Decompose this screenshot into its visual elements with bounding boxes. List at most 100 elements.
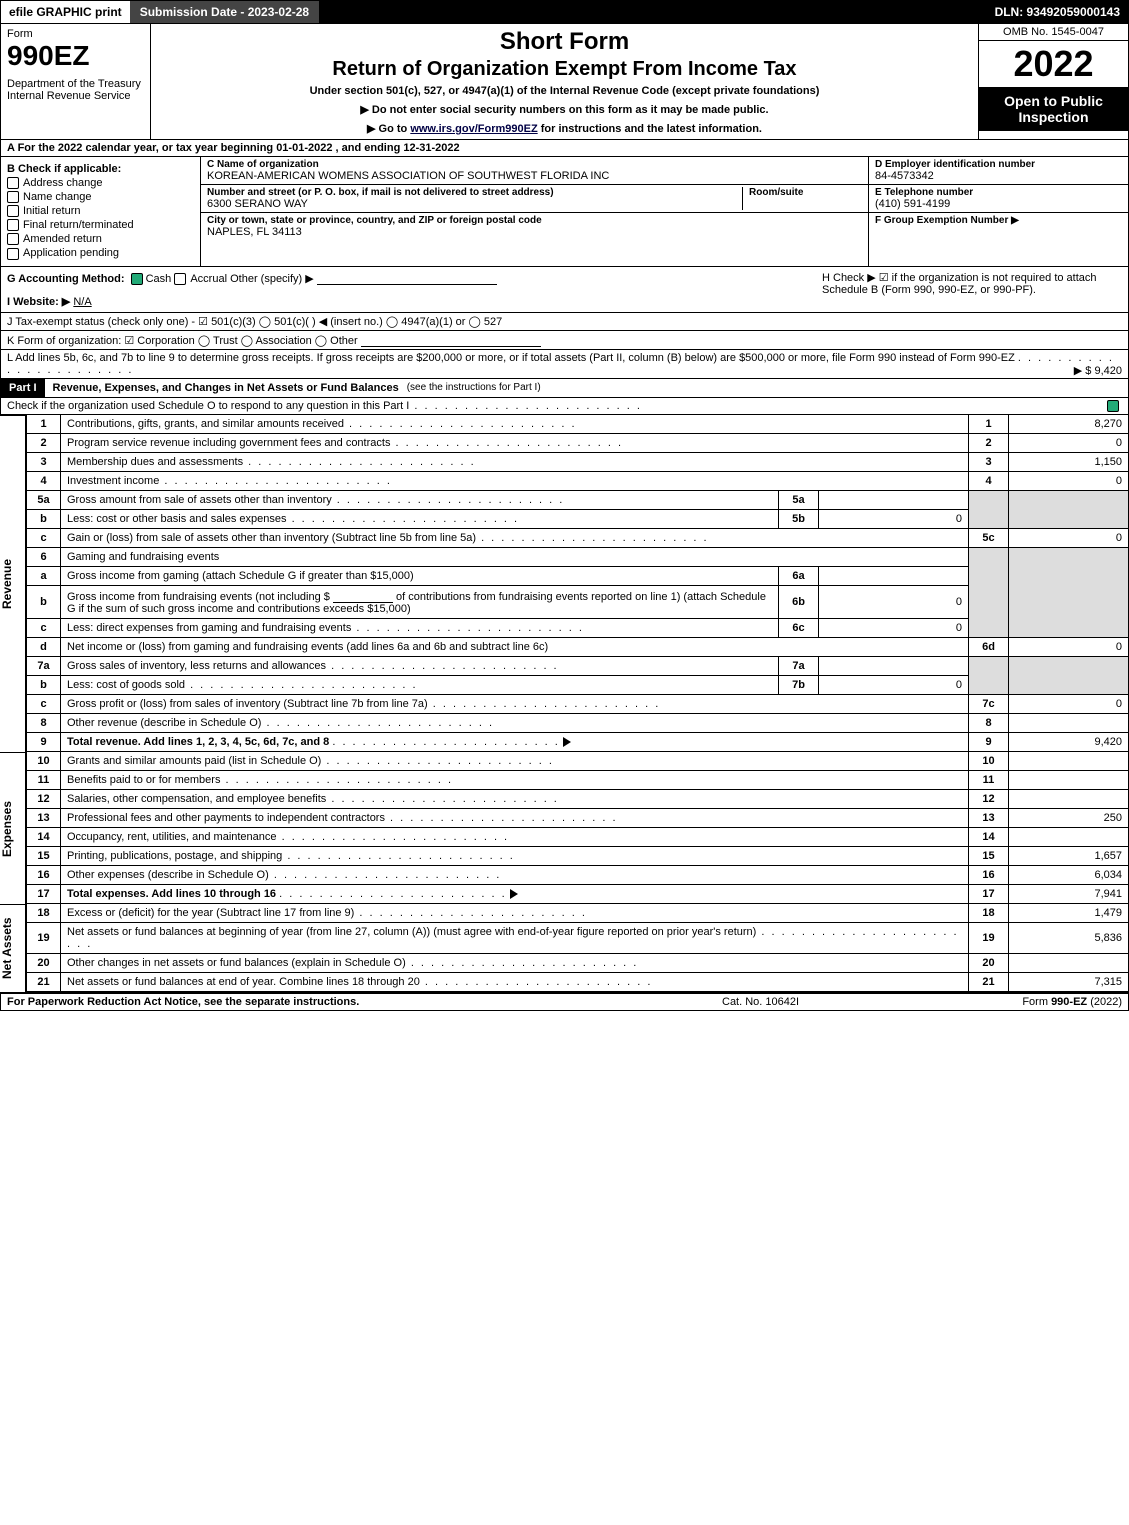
footer-right-bold: 990-EZ — [1051, 996, 1087, 1008]
line-17-desc-text: Total expenses. Add lines 10 through 16 — [67, 888, 276, 900]
note-link-pre: ▶ Go to — [367, 123, 410, 135]
line-2-desc: Program service revenue including govern… — [61, 433, 969, 452]
line-15-desc: Printing, publications, postage, and shi… — [61, 846, 969, 865]
line-5c-rnum: 5c — [969, 528, 1009, 547]
e-lbl: E Telephone number — [875, 187, 1122, 198]
b-label: B Check if applicable: — [7, 163, 194, 175]
chk-final-return[interactable] — [7, 219, 19, 231]
submission-date: Submission Date - 2023-02-28 — [130, 1, 319, 23]
b-item-2: Initial return — [23, 205, 80, 217]
line-6d-desc: Net income or (loss) from gaming and fun… — [61, 637, 969, 656]
line-7a-mid: 7a — [779, 656, 819, 675]
line-5a-midval — [819, 490, 969, 509]
netassets-side-label: Net Assets — [0, 904, 26, 992]
netassets-table: 18Excess or (deficit) for the year (Subt… — [26, 904, 1129, 992]
line-9-desc: Total revenue. Add lines 1, 2, 3, 4, 5c,… — [61, 732, 969, 751]
g-label: G Accounting Method: — [7, 272, 125, 284]
line-6c-mid: 6c — [779, 618, 819, 637]
footer-right-post: (2022) — [1087, 996, 1122, 1008]
efile-label[interactable]: efile GRAPHIC print — [1, 1, 130, 23]
line-12-rnum: 12 — [969, 789, 1009, 808]
g-other-blank[interactable] — [317, 271, 497, 285]
line-6b-pre: Gross income from fundraising events (no… — [67, 591, 333, 603]
line-7b-desc: Less: cost of goods sold — [61, 675, 779, 694]
line-6b-blank[interactable] — [333, 589, 393, 603]
line-17-desc: Total expenses. Add lines 10 through 16 — [61, 884, 969, 903]
line-7a-desc: Gross sales of inventory, less returns a… — [61, 656, 779, 675]
k-line: K Form of organization: ☑ Corporation ◯ … — [0, 331, 1129, 350]
line-14-desc: Occupancy, rent, utilities, and maintena… — [61, 827, 969, 846]
line-7c-rnum: 7c — [969, 694, 1009, 713]
line-12-rval — [1009, 789, 1129, 808]
line-19-rnum: 19 — [969, 922, 1009, 953]
line-9-rval: 9,420 — [1009, 732, 1129, 751]
g-other: Other (specify) ▶ — [230, 272, 314, 284]
expenses-table: 10Grants and similar amounts paid (list … — [26, 752, 1129, 904]
title-short-form: Short Form — [159, 28, 970, 56]
b-item-5: Application pending — [23, 247, 119, 259]
line-13-rval: 250 — [1009, 808, 1129, 827]
k-other-blank[interactable] — [361, 333, 541, 347]
chk-initial-return[interactable] — [7, 205, 19, 217]
revenue-table: 1Contributions, gifts, grants, and simil… — [26, 415, 1129, 752]
line-14-rnum: 14 — [969, 827, 1009, 846]
line-6a-mid: 6a — [779, 566, 819, 585]
line-7b-midval: 0 — [819, 675, 969, 694]
b-item-3: Final return/terminated — [23, 219, 134, 231]
line-8-rval — [1009, 713, 1129, 732]
chk-schedule-o[interactable] — [1107, 400, 1119, 412]
line-18-rval: 1,479 — [1009, 904, 1129, 923]
col-b: B Check if applicable: Address change Na… — [1, 157, 201, 266]
footer-left: For Paperwork Reduction Act Notice, see … — [7, 996, 722, 1008]
line-4-rnum: 4 — [969, 471, 1009, 490]
open-to-public: Open to Public Inspection — [979, 87, 1128, 131]
d-lbl: D Employer identification number — [875, 159, 1122, 170]
footer: For Paperwork Reduction Act Notice, see … — [0, 992, 1129, 1011]
row-a-text: A For the 2022 calendar year, or tax yea… — [7, 142, 460, 154]
part-i-title: Revenue, Expenses, and Changes in Net As… — [45, 382, 399, 394]
chk-address-change[interactable] — [7, 177, 19, 189]
line-3-rnum: 3 — [969, 452, 1009, 471]
c-city-lbl: City or town, state or province, country… — [207, 215, 862, 226]
footer-cat: Cat. No. 10642I — [722, 996, 922, 1008]
line-15-rval: 1,657 — [1009, 846, 1129, 865]
chk-cash[interactable] — [131, 273, 143, 285]
chk-amended-return[interactable] — [7, 233, 19, 245]
arrow-icon — [563, 737, 571, 747]
j-text: J Tax-exempt status (check only one) - ☑… — [7, 316, 502, 328]
line-7c-rval: 0 — [1009, 694, 1129, 713]
part-i-paren: (see the instructions for Part I) — [399, 382, 1128, 393]
form-word: Form — [7, 28, 144, 40]
line-5a-desc: Gross amount from sale of assets other t… — [61, 490, 779, 509]
title-return: Return of Organization Exempt From Incom… — [159, 58, 970, 81]
part-i-header: Part I Revenue, Expenses, and Changes in… — [0, 379, 1129, 398]
form-header: Form 990EZ Department of the Treasury In… — [0, 24, 1129, 140]
chk-name-change[interactable] — [7, 191, 19, 203]
line-20-rval — [1009, 953, 1129, 972]
line-10-rnum: 10 — [969, 752, 1009, 771]
c-street-lbl: Number and street (or P. O. box, if mail… — [207, 187, 742, 198]
line-21-desc: Net assets or fund balances at end of ye… — [61, 972, 969, 991]
footer-right-pre: Form — [1022, 996, 1051, 1008]
line-10-rval — [1009, 752, 1129, 771]
c-name-lbl: C Name of organization — [207, 159, 862, 170]
line-9-rnum: 9 — [969, 732, 1009, 751]
line-4-rval: 0 — [1009, 471, 1129, 490]
line-6d-rnum: 6d — [969, 637, 1009, 656]
line-2-rval: 0 — [1009, 433, 1129, 452]
line-20-desc: Other changes in net assets or fund bala… — [61, 953, 969, 972]
phone: (410) 591-4199 — [875, 198, 1122, 210]
irs-link[interactable]: www.irs.gov/Form990EZ — [410, 123, 537, 135]
line-19-desc: Net assets or fund balances at beginning… — [61, 922, 969, 953]
b-item-1: Name change — [23, 191, 92, 203]
line-6d-rval: 0 — [1009, 637, 1129, 656]
line-5b-mid: 5b — [779, 509, 819, 528]
line-18-rnum: 18 — [969, 904, 1009, 923]
chk-application-pending[interactable] — [7, 248, 19, 260]
line-6a-midval — [819, 566, 969, 585]
org-city: NAPLES, FL 34113 — [207, 226, 862, 238]
line-15-rnum: 15 — [969, 846, 1009, 865]
chk-accrual[interactable] — [174, 273, 186, 285]
line-11-rnum: 11 — [969, 770, 1009, 789]
line-6c-midval: 0 — [819, 618, 969, 637]
